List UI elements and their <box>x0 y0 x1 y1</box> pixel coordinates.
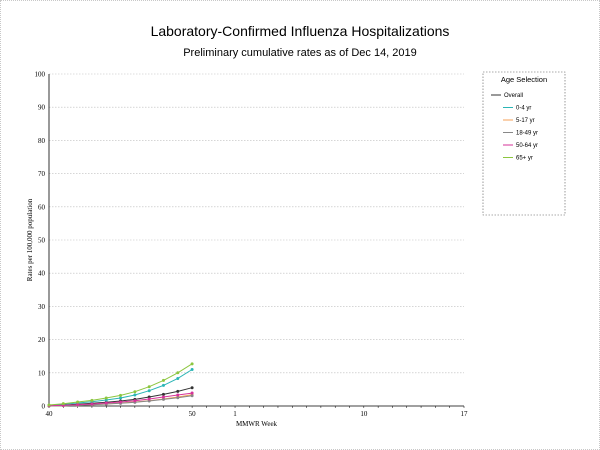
y-tick-label: 50 <box>38 237 46 245</box>
legend-label[interactable]: 18-49 yr <box>516 131 538 137</box>
data-point <box>119 400 123 404</box>
y-tick-label: 100 <box>35 71 46 79</box>
y-tick-label: 70 <box>38 170 46 178</box>
y-tick-label: 0 <box>42 403 46 411</box>
x-tick-label: 1 <box>233 410 237 418</box>
data-point <box>190 367 194 371</box>
data-point <box>104 396 108 400</box>
data-point <box>161 397 165 401</box>
x-tick-label: 40 <box>46 410 54 418</box>
chart-title: Laboratory-Confirmed Influenza Hospitali… <box>150 23 450 39</box>
data-point <box>90 402 94 406</box>
y-axis-title: Rates per 100,000 population <box>26 198 34 281</box>
chart-subtitle: Preliminary cumulative rates as of Dec 1… <box>183 47 417 59</box>
data-point <box>119 396 123 400</box>
data-point <box>147 389 151 393</box>
x-tick-label: 50 <box>189 410 197 418</box>
legend-box <box>482 71 566 216</box>
legend-label[interactable]: Overall <box>504 93 523 99</box>
y-tick-label: 10 <box>38 369 46 377</box>
data-point <box>147 397 151 401</box>
data-point <box>161 378 165 382</box>
legend-title: Age Selection <box>501 75 547 84</box>
y-tick-label: 40 <box>38 270 46 278</box>
y-tick-label: 60 <box>38 203 46 211</box>
data-point <box>176 389 180 393</box>
y-tick-label: 80 <box>38 137 46 145</box>
data-point <box>76 403 80 407</box>
data-point <box>47 403 51 407</box>
data-point <box>90 398 94 402</box>
data-point <box>190 394 194 398</box>
data-point <box>190 391 194 395</box>
data-point <box>133 393 137 397</box>
data-point <box>176 396 180 400</box>
data-point <box>61 402 65 406</box>
data-point <box>161 383 165 387</box>
data-point <box>176 371 180 375</box>
data-point <box>76 400 80 404</box>
data-point <box>176 376 180 380</box>
data-point <box>161 392 165 396</box>
data-point <box>190 362 194 366</box>
x-tick-label: 17 <box>461 410 469 418</box>
legend-label[interactable]: 50-64 yr <box>516 143 538 149</box>
data-point <box>133 390 137 394</box>
data-point <box>161 395 165 399</box>
data-point <box>176 393 180 397</box>
x-axis-title: MMWR Week <box>236 420 278 428</box>
legend-label[interactable]: 5-17 yr <box>516 118 535 124</box>
x-tick-label: 10 <box>360 410 368 418</box>
y-tick-label: 20 <box>38 336 46 344</box>
y-tick-label: 90 <box>38 104 46 112</box>
legend-label[interactable]: 0-4 yr <box>516 106 531 112</box>
y-tick-label: 30 <box>38 303 46 311</box>
data-point <box>147 385 151 389</box>
data-point <box>133 399 137 403</box>
data-point <box>119 393 123 397</box>
legend-label[interactable]: 65+ yr <box>516 156 533 162</box>
data-point <box>104 401 108 405</box>
data-point <box>190 386 194 390</box>
